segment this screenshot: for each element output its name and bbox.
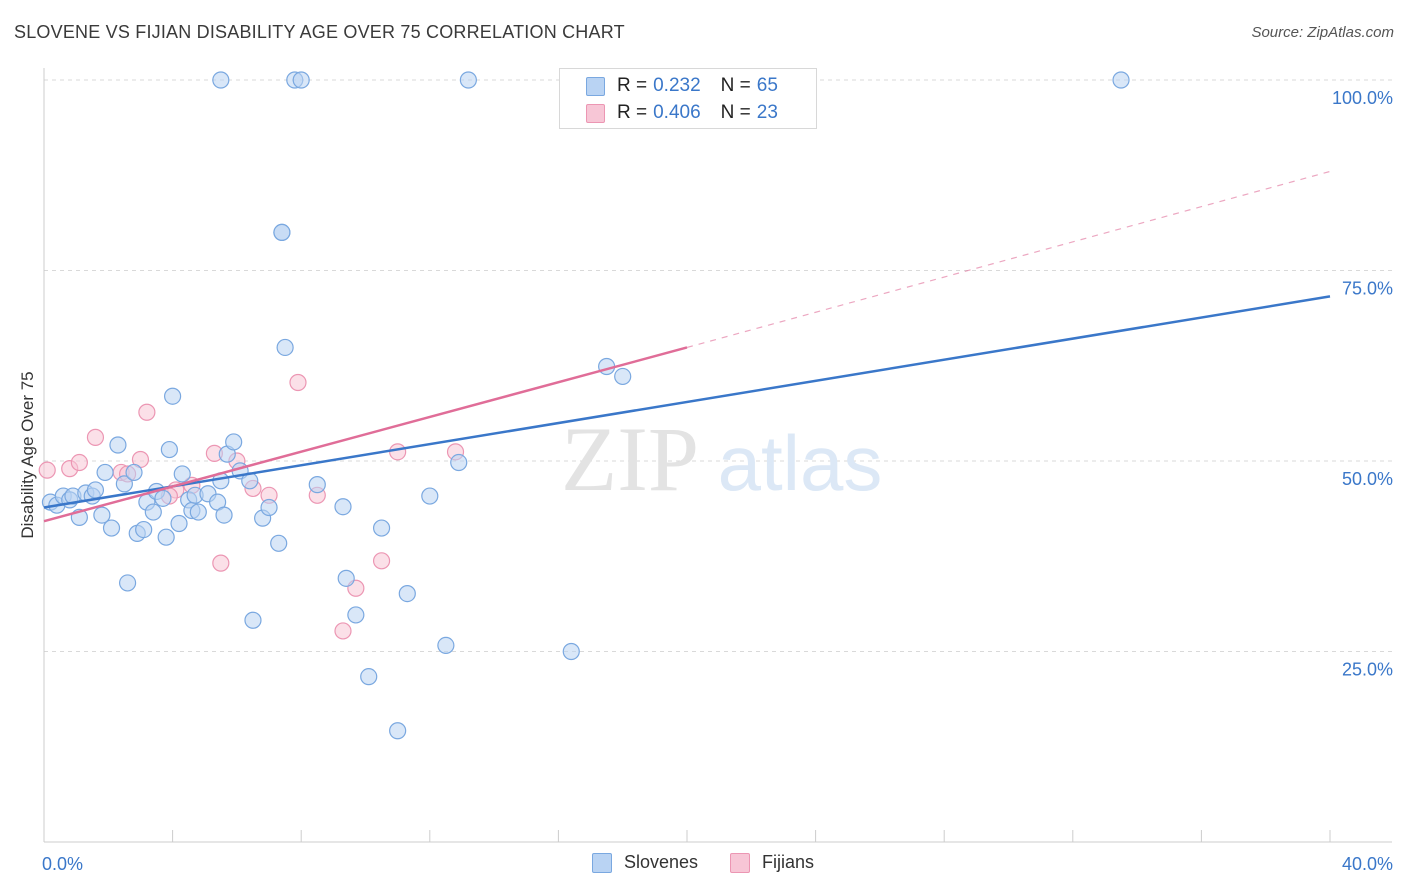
y-tick-label: 75.0% (1342, 279, 1393, 299)
slovenes-points (41, 71, 1130, 740)
slovenes-point (212, 71, 230, 89)
slovenes-point (273, 223, 291, 241)
slovenes-point (164, 387, 182, 405)
slovenes-point (308, 476, 326, 494)
slovenes-point (225, 433, 243, 451)
watermark-zip: ZIP (561, 408, 699, 510)
slovenes-point (215, 506, 233, 524)
fijians-point (38, 461, 56, 479)
watermark-atlas: atlas (718, 419, 883, 507)
slovenes-point (160, 440, 178, 459)
slovenes-point (562, 642, 580, 661)
slovenes-point (450, 453, 468, 472)
source-credit: Source: ZipAtlas.com (1251, 24, 1394, 41)
slovenes-point (115, 475, 133, 493)
fijians-trend-line (43, 346, 688, 523)
slovenes-point (292, 71, 310, 89)
legend-row-slovenes: R = 0.232 N = 65 (586, 73, 778, 99)
tick-labels: 25.0% 50.0% 75.0% 100.0% 0.0% 40.0% (42, 88, 1393, 874)
slovenes-point (173, 465, 191, 483)
slovenes-point (437, 636, 455, 655)
axes (43, 68, 1392, 843)
watermark: ZIP atlas (561, 408, 882, 510)
legend-row-fijians: R = 0.406 N = 23 (586, 100, 778, 126)
correlation-legend: R = 0.232 N = 65 R = 0.406 N = 23 (559, 68, 817, 129)
legend-n-label: N = (720, 102, 751, 123)
slovenes-point (244, 611, 262, 629)
slovenes-point (189, 503, 207, 521)
slovenes-point (347, 606, 365, 624)
y-tick-label: 50.0% (1342, 469, 1393, 489)
fijians-point (86, 428, 105, 446)
slovenes-point (398, 584, 416, 603)
slovenes-point (334, 498, 352, 516)
slovenes-point (372, 519, 391, 537)
legend-n-value: 23 (756, 102, 778, 123)
slovenes-point (144, 503, 162, 521)
slovenes-point (459, 71, 477, 89)
fijians-label: Fijians (762, 852, 815, 872)
slovenes-point (421, 487, 439, 505)
fijians-trend-extension (686, 170, 1331, 349)
chart-title: SLOVENE VS FIJIAN DISABILITY AGE OVER 75… (14, 22, 625, 42)
slovenes-point (170, 514, 188, 533)
y-tick-label: 25.0% (1342, 660, 1393, 680)
slovenes-swatch (591, 852, 612, 873)
legend-item-slovenes[interactable]: Slovenes (591, 852, 699, 873)
slovenes-point (109, 436, 127, 454)
legend-swatch-pink (586, 103, 605, 123)
fijians-point (138, 403, 156, 421)
slovenes-point (260, 498, 278, 517)
slovenes-point (86, 481, 105, 499)
y-axis-label: Disability Age Over 75 (18, 371, 37, 538)
x-tick-label-min: 0.0% (42, 854, 83, 874)
slovenes-point (389, 722, 407, 740)
legend-r-value: 0.406 (653, 102, 701, 123)
slovenes-point (118, 574, 137, 592)
legend-r-label: R = (617, 75, 648, 96)
legend-n-label: N = (720, 75, 751, 96)
slovenes-point (96, 463, 114, 482)
legend-swatch-blue (586, 76, 605, 96)
series-legend: Slovenes Fijians (0, 852, 1406, 873)
legend-r-label: R = (617, 102, 648, 123)
fijians-point (212, 554, 230, 572)
slovenes-point (102, 519, 121, 537)
slovenes-point (93, 506, 111, 524)
fijians-swatch (730, 852, 751, 873)
x-tick-label-max: 40.0% (1342, 854, 1393, 874)
y-tick-label: 100.0% (1332, 88, 1393, 108)
fijians-point (334, 622, 352, 640)
slovenes-label: Slovenes (623, 852, 699, 872)
fijians-point (289, 373, 307, 392)
slovenes-point (125, 463, 143, 482)
fijians-point (389, 443, 407, 461)
slovenes-point (1112, 71, 1130, 89)
legend-item-fijians[interactable]: Fijians (730, 852, 814, 873)
fijians-point (372, 552, 391, 570)
legend-n-value: 65 (756, 75, 778, 96)
slovenes-point (135, 520, 153, 539)
slovenes-point (154, 489, 172, 507)
slovenes-point (157, 528, 175, 546)
legend-r-value: 0.232 (653, 75, 701, 96)
slovenes-point (360, 668, 378, 686)
slovenes-point (337, 569, 355, 587)
fijians-point (70, 453, 88, 472)
slovenes-point (270, 534, 288, 552)
slovenes-trend-line (43, 295, 1331, 509)
grid-lines (44, 79, 1392, 652)
slovenes-point (276, 338, 294, 357)
slovenes-point (614, 367, 632, 386)
trend-lines (43, 170, 1331, 523)
